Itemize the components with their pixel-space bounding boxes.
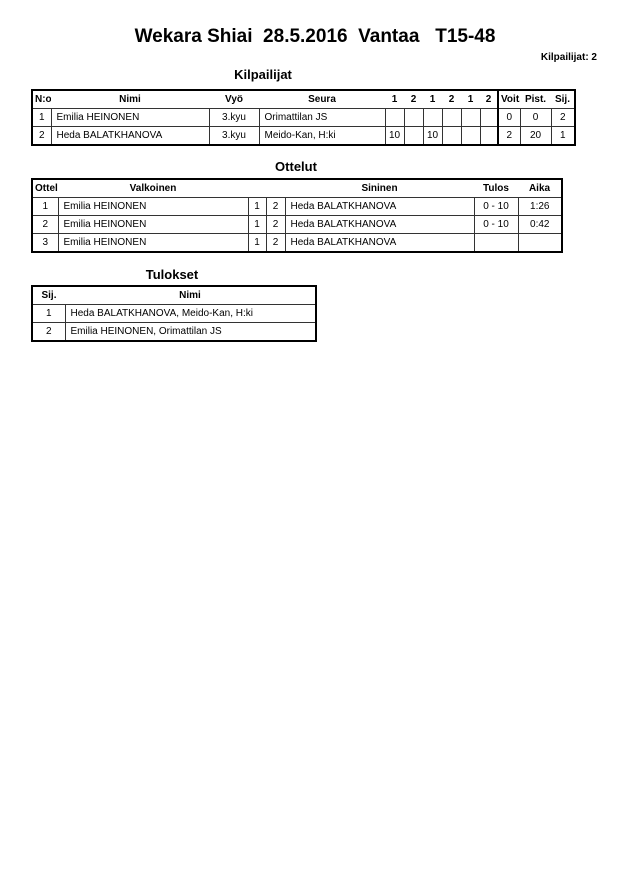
results-table: Sij. Nimi 1 Heda BALATKHANOVA, Meido-Kan, H… [31,285,317,342]
table-cell: 2 [31,215,59,234]
table-cell: 1 [247,215,267,234]
table-row: 1 Heda BALATKHANOVA, Meido-Kan, H:ki [31,304,317,323]
column-header: 1 [467,94,474,105]
table-cell: 10 [384,126,405,146]
table-cell [441,126,462,146]
table-cell: 2 [265,215,286,234]
table-cell: 2 [497,126,521,146]
column-header: 2 [410,94,417,105]
table-row: 1 Emilia HEINONEN 3.kyu Orimattilan JS 0 0 2 [31,108,576,127]
table-cell: Emilia HEINONEN [57,197,249,216]
page-title: Wekara Shiai 28.5.2016 Vantaa T15-48 [134,26,496,47]
table-cell: 0 [497,108,521,127]
column-header: Tulos [483,183,509,194]
column-header: Sij. [554,94,570,105]
table-cell: Heda BALATKHANOVA [50,126,210,146]
column-header: 1 [429,94,436,105]
column-header: Seura [308,94,336,105]
table-cell [403,108,424,127]
table-cell: 1 [31,304,66,323]
column-header: 1 [391,94,398,105]
column-header [266,179,285,198]
table-cell [441,108,462,127]
table-cell: Heda BALATKHANOVA [284,215,475,234]
table-cell: Orimattilan JS [258,108,386,127]
table-cell [403,126,424,146]
column-header: Valkoinen [129,183,177,194]
table-cell: 2 [265,233,286,253]
table-cell: 3.kyu [208,108,260,127]
table-cell: Emilia HEINONEN [57,233,249,253]
table-cell: 3 [31,233,59,253]
table-cell: 20 [519,126,552,146]
column-header [248,179,266,198]
table-cell: 3.kyu [208,126,260,146]
column-header: Pist. [524,94,547,105]
table-cell [479,108,499,127]
table-cell: 1 [247,197,267,216]
competitors-table: N:o Nimi Vyö Seura 1 2 1 2 1 2 Voit. Pist. Sij. 1 Emil… [31,89,576,146]
results-heading: Tulokset [145,267,199,282]
column-header: Ottelu [35,183,58,194]
table-cell: 0 - 10 [473,215,519,234]
table-row: 2 Emilia HEINONEN, Orimattilan JS [31,322,317,342]
table-cell: Heda BALATKHANOVA [284,197,475,216]
table-cell: Emilia HEINONEN [57,215,249,234]
table-cell [422,108,443,127]
table-cell: 1:26 [517,197,563,216]
table-cell [460,126,481,146]
table-cell [384,108,405,127]
table-cell: 0:42 [517,215,563,234]
table-cell: 2 [31,126,52,146]
table-cell: 2 [31,322,66,342]
column-header: N:o [35,94,51,105]
header-row: Sij. Nimi [32,286,316,305]
column-header: Voit. [497,90,520,109]
table-cell: 2 [265,197,286,216]
table-cell: 10 [422,126,443,146]
table-row: 2 Emilia HEINONEN 1 2 Heda BALATKHANOVA 0 - 1… [31,215,563,234]
table-cell: 1 [247,233,267,253]
table-cell: 1 [31,197,59,216]
table-cell: 0 - 10 [473,197,519,216]
table-cell: 0 [519,108,552,127]
table-cell [460,108,481,127]
table-cell: Meido-Kan, H:ki [258,126,386,146]
table-cell: 1 [550,126,576,146]
table-cell: Emilia HEINONEN, Orimattilan JS [64,322,317,342]
header-row: Ottelu Valkoinen Sininen Tulos Aika [32,179,562,198]
table-row: 1 Emilia HEINONEN 1 2 Heda BALATKHANOVA 0 - 1… [31,197,563,216]
table-cell: Emilia HEINONEN [50,108,210,127]
table-row: 2 Heda BALATKHANOVA 3.kyu Meido-Kan, H:ki 10… [31,126,576,146]
matches-table: OtteluValkoinenSininenTulosAika1Emilia H… [31,178,563,253]
table-cell [479,126,499,146]
matches-heading: Ottelut [275,159,317,174]
competitor-count: Kilpailijat: 2 [540,52,597,63]
column-header: Sininen [361,183,398,194]
table-cell: Heda BALATKHANOVA [284,233,475,253]
column-header: Nimi [179,290,201,301]
column-header: 2 [485,94,492,105]
column-header: Nimi [119,94,141,105]
header-row: N:o Nimi Vyö Seura 1 2 1 2 1 2 Voit. Pist. Sij. [32,90,575,109]
table-row: 3 Emilia HEINONEN 1 2 Heda BALATKHANOVA [31,233,563,253]
competitors-heading: Kilpailijat [234,67,292,82]
table-cell [473,233,519,253]
column-header: Vyö [225,94,243,105]
table-cell [517,233,563,253]
table-cell: 1 [31,108,52,127]
column-header: Sij. [41,290,57,301]
table-cell: Heda BALATKHANOVA, Meido-Kan, H:ki [64,304,317,323]
column-header: 2 [448,94,455,105]
table-cell: 2 [550,108,576,127]
column-header: Aika [528,183,551,194]
